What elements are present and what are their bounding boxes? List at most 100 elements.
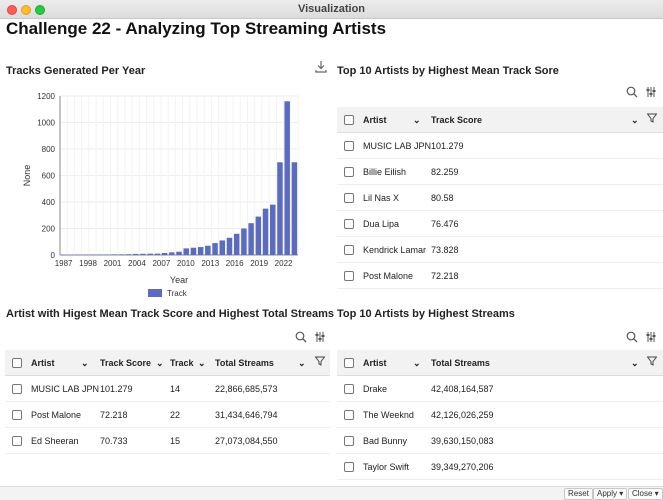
table-row[interactable]: Drake 42,408,164,587 [337,376,663,402]
streams-cell: 39,630,150,083 [431,436,494,446]
table-row[interactable]: MUSIC LAB JPN 101.279 14 22,866,685,573 [5,376,330,402]
y-tick-label: 600 [42,172,56,181]
download-icon[interactable] [315,60,327,76]
select-all-checkbox[interactable] [344,358,354,368]
artist-cell: The Weeknd [363,410,414,420]
chevron-down-icon[interactable]: ⌄ [631,358,639,368]
search-icon[interactable] [626,331,638,346]
filter-icon[interactable] [314,356,326,368]
row-checkbox[interactable] [344,141,354,151]
top10-score-title: Top 10 Artists by Highest Mean Track Sor… [337,65,559,77]
row-checkbox[interactable] [344,436,354,446]
row-checkbox[interactable] [12,436,22,446]
column-settings-icon[interactable] [645,331,657,346]
table-row[interactable]: Bad Bunny 39,630,150,083 [337,428,663,454]
row-checkbox[interactable] [344,167,354,177]
score-cell: 70.733 [100,436,128,446]
chevron-down-icon[interactable]: ⌄ [631,115,639,125]
bar [255,216,262,255]
bar [68,254,74,256]
row-checkbox[interactable] [344,193,354,203]
bar [241,228,247,255]
table-row[interactable]: Kendrick Lamar 73.828 [337,237,663,263]
apply-button[interactable]: Apply ▾ [593,488,628,500]
bar [132,253,139,255]
bar [104,254,110,255]
minimize-window-button[interactable] [21,5,31,15]
table-row[interactable]: The Weeknd 42,126,026,259 [337,402,663,428]
column-settings-icon[interactable] [645,86,657,101]
streams-cell: 27,073,084,550 [215,436,278,446]
x-tick-label: 2001 [104,259,122,268]
filter-icon[interactable] [646,356,658,368]
table-row[interactable]: Dua Lipa 76.476 [337,211,663,237]
x-tick-label: 2022 [275,259,293,268]
footer-bar: Reset Apply ▾ Close ▾ [0,486,663,500]
artist-cell: Kendrick Lamar [363,245,427,255]
bar [111,254,117,255]
row-checkbox[interactable] [12,384,22,394]
row-checkbox[interactable] [344,384,354,394]
column-header-artist[interactable]: Artist [363,358,387,368]
search-icon[interactable] [626,86,638,101]
table-row[interactable]: Lil Nas X 80.58 [337,185,663,211]
artist-cell: Post Malone [31,410,82,420]
table-row[interactable]: Post Malone 72.218 22 31,434,646,794 [5,402,330,428]
streams-cell: 31,434,646,794 [215,410,278,420]
artist-cell: MUSIC LAB JPN [363,141,432,151]
row-checkbox[interactable] [344,245,354,255]
top10-streams-table: Artist ⌄ Total Streams ⌄ Drake 42,408,164… [337,350,663,480]
column-header-artist[interactable]: Artist [31,358,55,368]
track-cell: 22 [170,410,181,420]
table-row[interactable]: MUSIC LAB JPN 101.279 [337,133,663,159]
chevron-down-icon[interactable]: ⌄ [198,358,206,368]
chevron-down-icon[interactable]: ⌄ [81,358,89,368]
score-cell: 101.279 [431,141,464,151]
column-settings-icon[interactable] [314,331,326,346]
row-checkbox[interactable] [344,462,354,472]
chevron-down-icon[interactable]: ⌄ [413,358,421,368]
chevron-down-icon[interactable]: ⌄ [413,115,421,125]
column-header-artist[interactable]: Artist [363,115,387,125]
chevron-down-icon[interactable]: ⌄ [156,358,164,368]
artist-cell: Bad Bunny [363,436,408,446]
top10-streams-title: Top 10 Artists by Highest Streams [337,308,515,320]
close-window-button[interactable] [7,5,17,15]
close-button[interactable]: Close ▾ [628,488,663,500]
score-cell: 101.279 [100,384,133,394]
bar [197,247,204,255]
track-cell: 14 [170,384,181,394]
artist-cell: Ed Sheeran [31,436,79,446]
legend-swatch [148,289,162,297]
table-row[interactable]: Taylor Swift 39,349,270,206 [337,454,663,480]
top10-score-table: Artist ⌄ Track Score ⌄ MUSIC LAB JPN 101.… [337,107,663,299]
row-checkbox[interactable] [344,410,354,420]
bar [233,233,240,255]
column-header-total-streams[interactable]: Total Streams [215,358,274,368]
bar [60,254,67,256]
bar [284,101,290,255]
row-checkbox[interactable] [12,410,22,420]
filter-icon[interactable] [646,113,658,125]
table-row[interactable]: Billie Eilish 82.259 [337,159,663,185]
column-header-track-score[interactable]: Track Score [431,115,483,125]
zoom-window-button[interactable] [35,5,45,15]
row-checkbox[interactable] [344,219,354,229]
column-header-track[interactable]: Track [170,358,194,368]
reset-button[interactable]: Reset [564,488,593,500]
y-tick-label: 200 [42,225,56,234]
bar [75,254,81,256]
select-all-checkbox[interactable] [12,358,22,368]
select-all-checkbox[interactable] [344,115,354,125]
streams-cell: 22,866,685,573 [215,384,278,394]
chevron-down-icon[interactable]: ⌄ [298,358,306,368]
table-row[interactable]: Post Malone 72.218 [337,263,663,289]
bar [277,162,283,255]
row-checkbox[interactable] [344,271,354,281]
artist-cell: Taylor Swift [363,462,410,472]
y-tick-label: 800 [42,145,56,154]
column-header-track-score[interactable]: Track Score [100,358,152,368]
column-header-total-streams[interactable]: Total Streams [431,358,490,368]
search-icon[interactable] [295,331,307,346]
table-row[interactable]: Ed Sheeran 70.733 15 27,073,084,550 [5,428,330,454]
